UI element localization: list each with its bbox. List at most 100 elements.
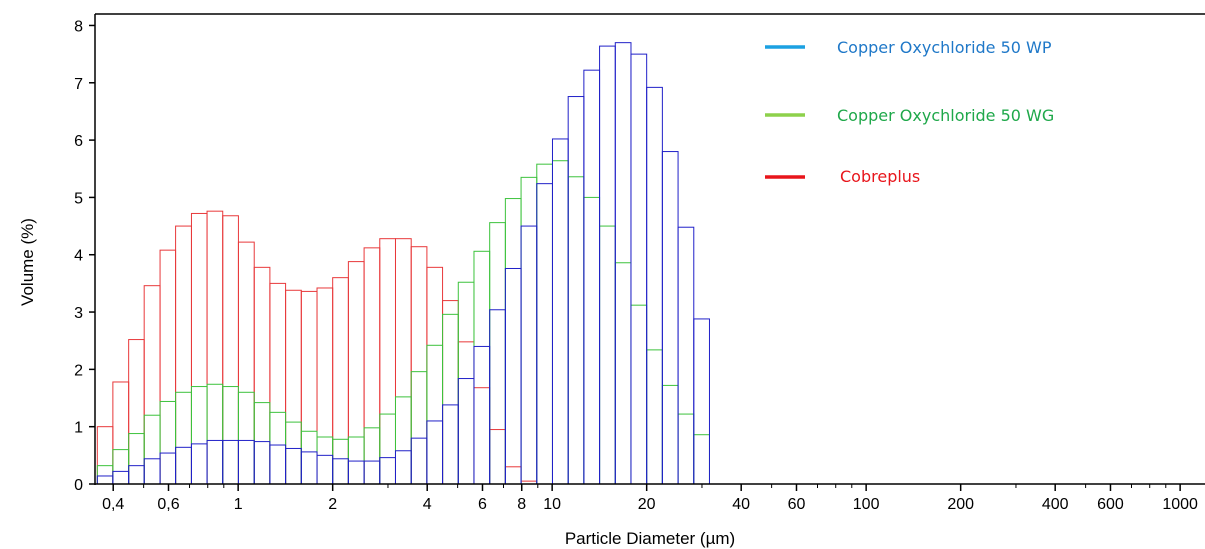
series-copper-oxychloride-50-wg <box>96 160 710 485</box>
bar <box>96 465 114 485</box>
bar <box>363 247 381 485</box>
bar <box>457 341 475 485</box>
bar <box>190 443 208 485</box>
x-tick-label: 0,4 <box>102 496 124 513</box>
bar <box>269 411 287 485</box>
legend-item-wp: Copper Oxychloride 50 WP <box>765 38 1052 57</box>
bar <box>159 249 177 485</box>
bar <box>128 465 145 485</box>
bar <box>646 349 663 485</box>
y-tick-label: 3 <box>74 305 83 322</box>
bar <box>599 45 616 485</box>
x-tick-label: 400 <box>1042 496 1069 513</box>
bar <box>237 391 255 485</box>
bar <box>457 378 475 485</box>
axes-layer <box>94 13 1205 485</box>
bar <box>630 304 648 485</box>
bar <box>630 53 648 485</box>
bar <box>316 454 334 485</box>
bar <box>300 451 318 485</box>
bar <box>489 309 506 485</box>
bar <box>426 420 444 485</box>
y-tick-label: 2 <box>74 362 83 379</box>
x-tick-label: 6 <box>478 496 487 513</box>
bar <box>332 277 349 485</box>
x-tick-label: 8 <box>517 496 526 513</box>
bar <box>363 460 381 485</box>
bar <box>394 238 412 485</box>
bar <box>300 290 318 485</box>
bar <box>520 225 538 485</box>
bar <box>583 196 601 485</box>
bar <box>410 437 428 485</box>
x-tick-label: 2 <box>328 496 337 513</box>
bar <box>614 262 632 485</box>
bar <box>442 300 459 485</box>
y-tick-label: 5 <box>74 190 83 207</box>
bar <box>190 386 208 485</box>
legend: Copper Oxychloride 50 WP Copper Oxychlor… <box>765 38 1054 186</box>
bar <box>614 42 632 485</box>
bar <box>96 475 114 485</box>
bar <box>175 225 192 485</box>
bar <box>222 439 239 485</box>
bar <box>504 198 522 485</box>
bar <box>175 446 192 485</box>
bar <box>316 287 334 485</box>
bar <box>237 439 255 485</box>
bar <box>693 434 710 485</box>
bar <box>269 444 287 485</box>
bar <box>379 413 396 485</box>
bar <box>661 151 679 485</box>
bar <box>489 222 506 485</box>
y-tick-label: 8 <box>74 18 83 35</box>
bar <box>473 345 491 485</box>
y-tick-label: 1 <box>74 420 83 437</box>
bar <box>285 447 302 485</box>
bar <box>551 160 569 485</box>
bar <box>442 404 459 485</box>
bar <box>143 458 161 485</box>
bar <box>536 183 553 485</box>
legend-item-cobreplus: Cobreplus <box>765 167 920 186</box>
bar <box>206 439 224 485</box>
legend-label-cobreplus: Cobreplus <box>840 167 920 186</box>
bar <box>567 96 585 485</box>
x-tick-label: 100 <box>853 496 880 513</box>
bar <box>426 344 444 485</box>
bar <box>143 285 161 485</box>
bar <box>222 215 239 485</box>
y-tick-label: 7 <box>74 76 83 93</box>
bar <box>379 238 396 485</box>
bar <box>285 421 302 485</box>
legend-label-wg: Copper Oxychloride 50 WG <box>837 106 1054 125</box>
bar <box>520 176 538 485</box>
bar <box>112 449 130 485</box>
bar <box>489 429 506 485</box>
bar <box>128 339 145 485</box>
x-tick-label: 1000 <box>1162 496 1198 513</box>
bar <box>394 396 412 485</box>
bar <box>677 413 695 485</box>
bar <box>504 267 522 485</box>
bar <box>347 460 365 485</box>
bar <box>347 436 365 485</box>
bar <box>159 400 177 485</box>
bar <box>551 138 569 485</box>
x-tick-label: 1 <box>234 496 243 513</box>
bar <box>253 266 271 485</box>
bar <box>112 470 130 485</box>
x-tick-label: 40 <box>732 496 750 513</box>
y-tick-label: 0 <box>74 477 83 494</box>
y-tick-label: 6 <box>74 133 83 150</box>
bar <box>599 225 616 485</box>
x-tick-label: 600 <box>1097 496 1124 513</box>
bar <box>646 86 663 485</box>
bar <box>175 391 192 485</box>
bar <box>567 176 585 485</box>
bar <box>222 386 239 485</box>
bar <box>457 281 475 485</box>
y-axis-title: Volume (%) <box>18 218 37 306</box>
y-tick-label: 4 <box>74 248 83 265</box>
x-tick-label: 4 <box>423 496 432 513</box>
